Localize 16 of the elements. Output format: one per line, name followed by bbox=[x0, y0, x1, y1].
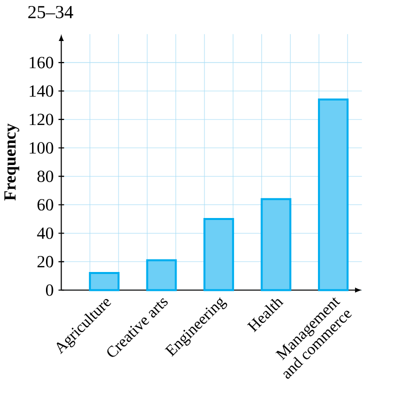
bar bbox=[260, 198, 292, 292]
bar bbox=[88, 272, 120, 292]
bar bbox=[318, 98, 349, 292]
y-tick-label: 100 bbox=[30, 142, 54, 154]
y-tick-label: 40 bbox=[37, 228, 54, 240]
y-tick-label: 80 bbox=[37, 170, 54, 182]
bar bbox=[203, 218, 234, 292]
y-tick-label: 20 bbox=[38, 256, 54, 268]
y-axis-title: Frequency bbox=[4, 124, 20, 201]
bar bbox=[146, 259, 177, 292]
y-tick-label: 120 bbox=[30, 114, 54, 126]
y-tick-label: 160 bbox=[30, 57, 54, 69]
y-tick-label: 0 bbox=[46, 284, 54, 296]
chart-title: 25–34 bbox=[28, 6, 74, 19]
y-tick-label: 60 bbox=[38, 199, 54, 211]
y-tick-label: 140 bbox=[30, 85, 54, 97]
